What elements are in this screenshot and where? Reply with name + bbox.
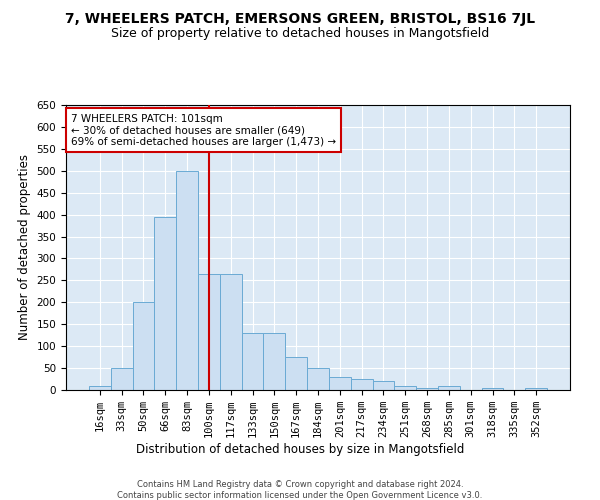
- Bar: [351, 379, 373, 390]
- Bar: [89, 386, 111, 390]
- Y-axis label: Number of detached properties: Number of detached properties: [18, 154, 31, 340]
- Bar: [525, 388, 547, 390]
- Bar: [307, 368, 329, 390]
- Bar: [242, 333, 263, 390]
- Bar: [111, 368, 133, 390]
- Text: Contains public sector information licensed under the Open Government Licence v3: Contains public sector information licen…: [118, 491, 482, 500]
- Text: 7, WHEELERS PATCH, EMERSONS GREEN, BRISTOL, BS16 7JL: 7, WHEELERS PATCH, EMERSONS GREEN, BRIST…: [65, 12, 535, 26]
- Bar: [438, 386, 460, 390]
- Bar: [394, 386, 416, 390]
- Bar: [198, 274, 220, 390]
- Bar: [285, 357, 307, 390]
- Bar: [220, 274, 242, 390]
- Bar: [263, 333, 285, 390]
- Bar: [176, 171, 198, 390]
- Bar: [373, 381, 394, 390]
- Bar: [329, 377, 351, 390]
- Text: Distribution of detached houses by size in Mangotsfield: Distribution of detached houses by size …: [136, 442, 464, 456]
- Bar: [154, 217, 176, 390]
- Bar: [133, 302, 154, 390]
- Bar: [416, 388, 438, 390]
- Text: 7 WHEELERS PATCH: 101sqm
← 30% of detached houses are smaller (649)
69% of semi-: 7 WHEELERS PATCH: 101sqm ← 30% of detach…: [71, 114, 336, 147]
- Bar: [482, 388, 503, 390]
- Text: Contains HM Land Registry data © Crown copyright and database right 2024.: Contains HM Land Registry data © Crown c…: [137, 480, 463, 489]
- Text: Size of property relative to detached houses in Mangotsfield: Size of property relative to detached ho…: [111, 28, 489, 40]
